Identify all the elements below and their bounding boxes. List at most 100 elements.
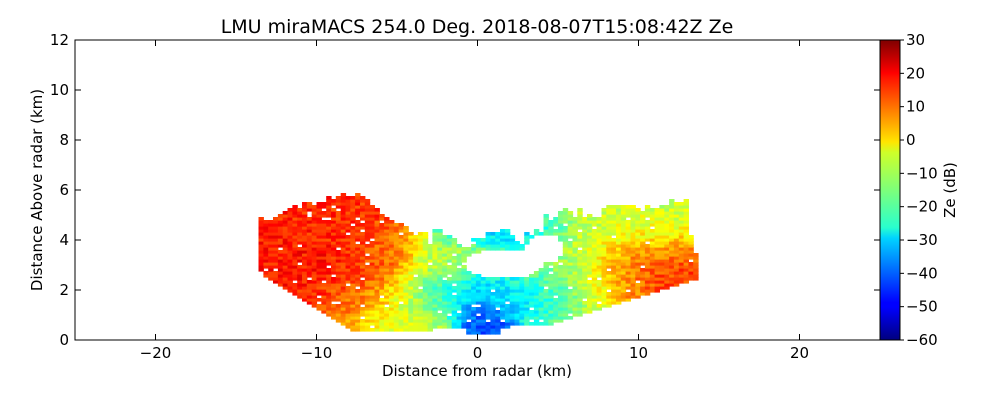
echo-cell — [446, 292, 453, 296]
echo-cell — [654, 247, 660, 251]
echo-cell — [620, 220, 627, 224]
echo-cell — [393, 262, 400, 266]
echo-cell — [475, 280, 482, 284]
echo-cell — [326, 211, 332, 215]
echo-cell — [326, 232, 332, 236]
echo-cell — [403, 295, 409, 299]
echo-cell — [335, 232, 342, 236]
echo-cell — [553, 319, 559, 323]
echo-cell — [466, 322, 472, 326]
echo-cell — [403, 289, 409, 293]
echo-cell — [688, 262, 694, 266]
echo-cell — [533, 316, 540, 320]
echo-cell — [524, 316, 530, 320]
echo-cell — [374, 223, 380, 227]
echo-cell — [553, 298, 559, 302]
echo-cell — [277, 283, 284, 287]
echo-cell — [587, 238, 593, 242]
echo-cell — [326, 307, 332, 311]
echo-cell — [543, 274, 549, 278]
echo-cell — [577, 238, 583, 242]
echo-cell — [591, 307, 598, 311]
echo-cell — [659, 208, 665, 212]
echo-cell — [432, 280, 438, 284]
echo-cell — [504, 232, 511, 236]
echo-cell — [335, 244, 342, 248]
echo-cell — [417, 250, 424, 254]
echo-cell — [533, 304, 540, 308]
echo-cell — [408, 262, 414, 266]
echo-cell — [384, 265, 390, 269]
echo-cell — [437, 250, 443, 254]
echo-cell — [277, 259, 284, 263]
echo-cell — [437, 259, 443, 263]
echo-cell — [364, 268, 371, 272]
echo-cell — [490, 286, 496, 290]
echo-cell — [379, 328, 385, 332]
echo-cell — [389, 298, 395, 302]
echo-cell — [466, 331, 472, 335]
echo-cell — [485, 331, 491, 335]
echo-cell — [427, 304, 433, 308]
echo-cell — [567, 301, 574, 305]
echo-cell — [669, 244, 675, 248]
echo-cell — [625, 259, 631, 263]
echo-cell — [635, 271, 641, 275]
echo-cell — [432, 268, 438, 272]
echo-cell — [548, 277, 554, 281]
echo-cell — [384, 283, 390, 287]
echo-cell — [446, 307, 453, 311]
echo-cell — [504, 322, 511, 326]
echo-cell — [490, 295, 496, 299]
echo-cell — [461, 292, 467, 296]
echo-cell — [422, 328, 429, 332]
echo-cell — [350, 295, 356, 299]
echo-cell — [611, 298, 617, 302]
echo-cell — [514, 244, 520, 248]
echo-cell — [630, 265, 636, 269]
echo-cell — [611, 277, 617, 281]
echo-cell — [403, 241, 409, 245]
echo-cell — [606, 277, 612, 281]
echo-cell — [519, 313, 525, 317]
echo-cell — [490, 310, 496, 314]
x-tick-label: 20 — [790, 344, 809, 362]
echo-cell — [446, 256, 453, 260]
echo-cell — [340, 271, 347, 275]
echo-cell — [659, 247, 665, 251]
echo-cell — [688, 271, 694, 275]
echo-cell — [321, 268, 327, 272]
echo-cell — [553, 223, 559, 227]
echo-cell — [485, 298, 491, 302]
echo-cell — [538, 280, 545, 284]
echo-cell — [422, 304, 429, 308]
echo-cell — [326, 247, 332, 251]
echo-cell — [427, 298, 433, 302]
echo-cell — [340, 289, 347, 293]
echo-cell — [413, 292, 419, 296]
echo-cell — [683, 250, 689, 254]
echo-cell — [360, 232, 366, 236]
echo-cell — [321, 298, 327, 302]
echo-cell — [374, 238, 380, 242]
echo-cell — [664, 247, 670, 251]
echo-cell — [273, 235, 279, 239]
echo-cell — [355, 223, 361, 227]
echo-cell — [509, 292, 516, 296]
echo-cell — [384, 253, 390, 257]
echo-cell — [601, 214, 607, 218]
echo-cell — [389, 274, 395, 278]
echo-cell — [335, 256, 342, 260]
echo-cell — [601, 301, 607, 305]
echo-cell — [379, 298, 385, 302]
echo-cell — [625, 253, 631, 257]
echo-cell — [355, 238, 361, 242]
echo-cell — [495, 295, 501, 299]
echo-cell — [577, 241, 583, 245]
echo-cell — [664, 205, 670, 209]
echo-cell — [601, 289, 607, 293]
echo-cell — [649, 223, 656, 227]
echo-cell — [475, 295, 482, 299]
echo-cell — [297, 232, 303, 236]
echo-cell — [335, 238, 342, 242]
